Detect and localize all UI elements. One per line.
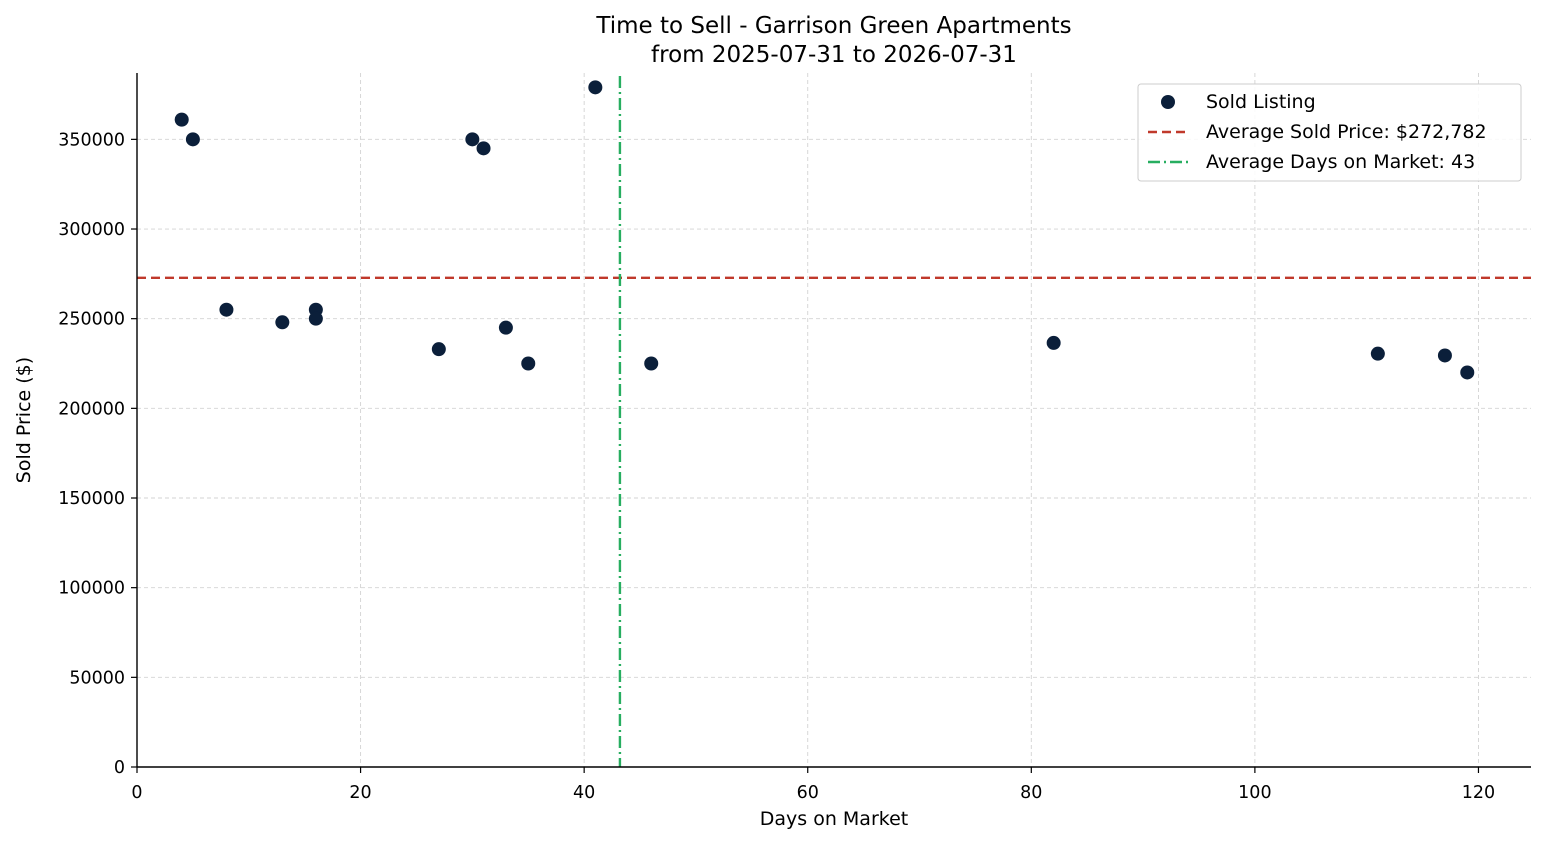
- x-tick-label: 0: [131, 783, 142, 803]
- sold-listing-point: [185, 132, 200, 147]
- x-tick-label: 20: [349, 783, 371, 803]
- y-tick-label: 300000: [58, 220, 125, 240]
- sold-listing-point: [588, 80, 603, 95]
- x-tick-label: 80: [1020, 783, 1042, 803]
- sold-listing-point: [1370, 346, 1385, 361]
- x-tick-label: 60: [797, 783, 819, 803]
- sold-listing-point: [308, 311, 323, 326]
- sold-listing-point: [498, 320, 513, 335]
- sold-listing-point: [644, 356, 659, 371]
- y-tick-label: 150000: [58, 489, 125, 509]
- sold-listing-point: [1437, 348, 1452, 363]
- legend: Sold Listing Average Sold Price: $272,78…: [1137, 83, 1522, 182]
- y-tick-label: 250000: [58, 310, 125, 330]
- chart-title: Time to Sell - Garrison Green Apartments: [595, 13, 1071, 39]
- x-tick-label: 100: [1238, 783, 1271, 803]
- y-axis-ticks: 0 50000 100000 150000 200000 250000 300000 3500…: [58, 130, 137, 778]
- y-tick-label: 100000: [58, 579, 125, 599]
- sold-listing-point: [1460, 365, 1475, 380]
- y-tick-label: 350000: [58, 130, 125, 150]
- legend-marker-sold-listing: [1161, 95, 1175, 109]
- x-tick-label: 120: [1462, 783, 1495, 803]
- sold-listing-point: [1046, 335, 1061, 350]
- scatter-points: [174, 80, 1475, 380]
- legend-frame: [1137, 83, 1522, 182]
- legend-label-sold-listing: Sold Listing: [1206, 91, 1316, 113]
- reference-lines: [137, 76, 1531, 767]
- sold-listing-point: [465, 132, 480, 147]
- x-axis-label: Days on Market: [760, 808, 908, 830]
- grid: [137, 73, 1531, 767]
- y-axis-label: Sold Price ($): [13, 357, 35, 483]
- sold-listing-point: [476, 141, 491, 156]
- y-tick-label: 50000: [69, 668, 125, 688]
- legend-label-average-days: Average Days on Market: 43: [1206, 151, 1475, 173]
- sold-listing-point: [431, 342, 446, 357]
- y-tick-label: 0: [114, 758, 125, 778]
- sold-listing-point: [219, 302, 234, 317]
- sold-listing-point: [174, 112, 189, 127]
- y-tick-label: 200000: [58, 399, 125, 419]
- x-tick-label: 40: [573, 783, 595, 803]
- x-axis-ticks: 0 20 40 60 80 100 120: [131, 767, 1495, 803]
- sold-listing-point: [275, 315, 290, 330]
- legend-label-average-price: Average Sold Price: $272,782: [1206, 121, 1487, 143]
- chart-subtitle: from 2025-07-31 to 2026-07-31: [651, 42, 1017, 68]
- sold-listing-point: [521, 356, 536, 371]
